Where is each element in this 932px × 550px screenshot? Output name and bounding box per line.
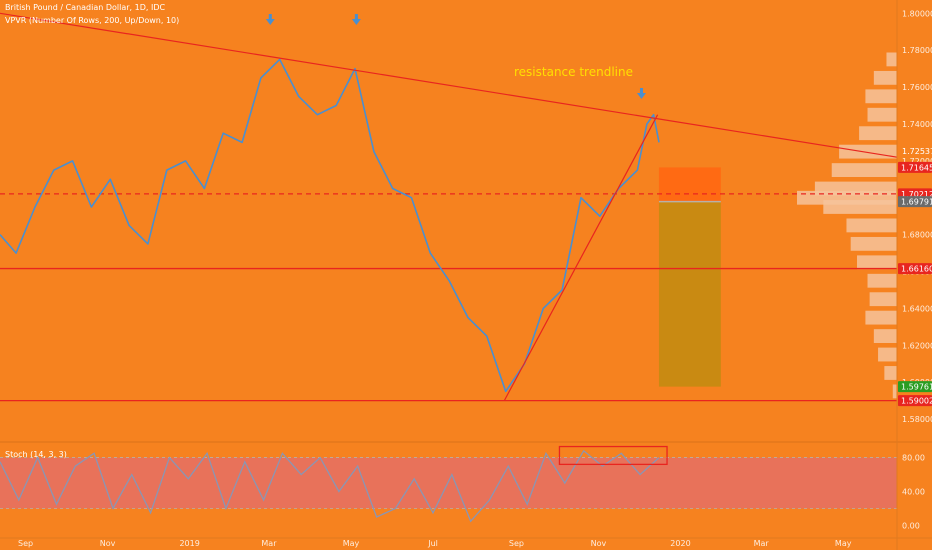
price-label: 1.59761 [901,383,932,392]
volume-profile-bar [850,236,897,251]
resistance-trendline-annotation: resistance trendline [514,65,633,79]
volume-profile-bar [873,329,897,344]
x-tick-label: May [343,539,360,548]
y-tick-label: 1.74000 [902,120,932,129]
volume-profile-bar [831,163,897,177]
trendlines [0,12,898,401]
y-tick-label: 1.80000 [902,9,932,18]
stoch-indicator-label: Stoch (14, 3, 3) [5,450,67,459]
x-tick-label: Sep [18,539,33,548]
resistance-trendline[interactable] [0,12,898,158]
volume-profile-bar [884,366,897,380]
price-label: 1.66160 [901,265,932,274]
arrow-down-icon [636,88,646,99]
x-tick-label: Jul [427,539,438,548]
stop-zone[interactable] [658,167,721,202]
symbol-title: British Pound / Canadian Dollar, 1D, IDC [5,3,166,12]
volume-profile-bar [865,310,897,325]
price-label-tag [898,263,932,275]
y-tick-label: 1.64000 [902,304,932,313]
volume-profile [797,52,897,399]
y-tick-label: 1.76000 [902,83,932,92]
stoch-highlight-box[interactable] [558,445,668,466]
volume-profile-bar [839,144,897,159]
volume-profile-bar [867,107,897,122]
volume-profile-bar [857,255,897,270]
horizontal-levels [0,193,897,402]
x-tick-label: 2020 [670,539,690,548]
price-label-tag [898,381,932,393]
x-tick-label: Nov [591,539,607,548]
x-tick-label: 2019 [179,539,199,548]
y-tick-label: 1.58000 [902,415,932,424]
arrow-down-icon [265,14,275,25]
position-box [658,167,721,387]
stoch-line[interactable] [0,449,660,523]
volume-profile-bar [846,218,897,233]
volume-profile-bar [823,200,897,214]
vpvr-indicator-label: VPVR (Number Of Rows, 200, Up/Down, 10) [5,16,180,25]
price-label-tag [898,395,932,407]
arrow-down-icon [351,14,361,25]
price-line[interactable] [0,58,660,393]
volume-profile-bar [869,292,897,307]
x-tick-label: Mar [754,539,770,548]
y-tick-label: 1.78000 [902,46,932,55]
volume-profile-bar [867,273,897,288]
target-zone[interactable] [658,201,721,387]
volume-profile-bar [859,126,897,141]
price-series [0,58,660,393]
y-tick-label: 1.68000 [902,231,932,240]
x-tick-label: Nov [100,539,116,548]
volume-profile-bar [878,347,897,362]
price-label: 1.72537 [902,147,932,156]
stoch-band [0,457,897,509]
x-tick-label: May [835,539,852,548]
price-label: 1.59002 [901,397,932,406]
price-label: 1.71645 [901,163,932,172]
x-tick-label: Sep [509,539,524,548]
stoch-y-tick-label: 80.00 [902,454,925,463]
price-label-tag [898,161,932,173]
stoch-y-tick-label: 40.00 [902,488,925,497]
volume-profile-bar [892,384,897,399]
support-trendline[interactable] [503,114,659,401]
x-tick-label: Mar [261,539,277,548]
price-label-tag [898,196,932,208]
price-label: 1.70212 [901,190,932,199]
stochastic-pane [0,441,932,523]
y-tick-label: 1.62000 [902,341,932,350]
volume-profile-bar [873,70,897,85]
arrow-markers [265,14,646,99]
y-tick-label: 1.72000 [902,157,932,166]
stoch-y-tick-label: 0.00 [902,522,920,531]
price-label: 1.69791 [901,198,932,207]
volume-profile-bar [886,52,897,67]
volume-profile-bar [865,89,897,104]
